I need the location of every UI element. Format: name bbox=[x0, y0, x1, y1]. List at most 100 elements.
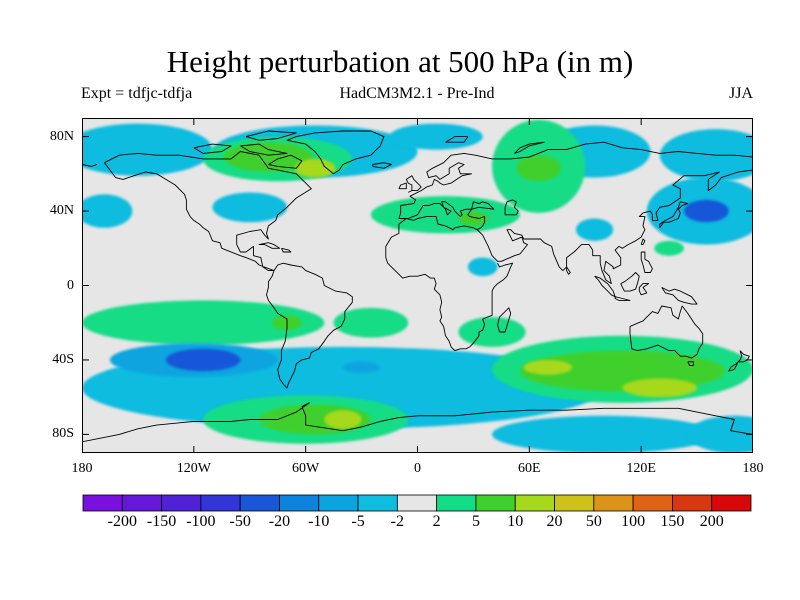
colorbar-label-7: -2 bbox=[390, 513, 404, 530]
contour-region-11 bbox=[684, 199, 729, 223]
coastline-1 bbox=[266, 262, 353, 389]
map-title: Height perturbation at 500 hPa (in m) bbox=[166, 44, 634, 79]
lon-label-2: 60W bbox=[292, 461, 320, 476]
colorbar-label-10: 10 bbox=[507, 513, 524, 530]
colorbar-label-0: -200 bbox=[107, 513, 137, 530]
lon-label-3: 0 bbox=[414, 461, 421, 476]
colorbar-label-5: -10 bbox=[308, 513, 330, 530]
contour-map bbox=[82, 118, 753, 453]
contour-field bbox=[82, 119, 753, 453]
lon-label-4: 60E bbox=[518, 461, 541, 476]
coastline-5 bbox=[385, 169, 753, 352]
colorbar-box-4 bbox=[239, 494, 280, 512]
coastline-16 bbox=[594, 275, 616, 298]
colorbar-box-6 bbox=[318, 494, 359, 512]
colorbar-box-12 bbox=[554, 494, 595, 512]
contour-region-12 bbox=[82, 194, 133, 228]
coastline-31 bbox=[566, 266, 571, 275]
coastline-27 bbox=[245, 130, 297, 141]
contour-region-25 bbox=[342, 361, 381, 373]
contour-region-4 bbox=[294, 158, 336, 178]
coastline-2 bbox=[286, 130, 385, 175]
coastline-9 bbox=[405, 175, 422, 193]
lat-label-0: 80N bbox=[49, 128, 74, 144]
experiment-label: Expt = tdfjc-tdfja bbox=[81, 85, 193, 102]
lat-label-1: 40N bbox=[49, 203, 74, 219]
coastline-22 bbox=[640, 238, 646, 246]
contour-region-33 bbox=[523, 359, 573, 375]
coastline-28 bbox=[268, 154, 303, 169]
colorbar-label-1: -150 bbox=[146, 513, 177, 530]
coastline-18 bbox=[620, 272, 640, 292]
contour-region-26 bbox=[165, 348, 241, 372]
coastline-20 bbox=[661, 286, 698, 305]
lat-label-4: 80S bbox=[52, 426, 74, 442]
colorbar-box-9 bbox=[436, 494, 477, 512]
coastline-17 bbox=[614, 296, 631, 301]
coastline-21 bbox=[640, 251, 653, 273]
colorbar-box-2 bbox=[161, 494, 202, 512]
coastline-8 bbox=[497, 307, 512, 333]
colorbar-box-7 bbox=[357, 494, 398, 512]
lat-label-3: 40S bbox=[52, 351, 74, 367]
colorbar-label-15: 200 bbox=[699, 513, 724, 530]
coastline-29 bbox=[445, 136, 469, 143]
coastline-14 bbox=[687, 361, 694, 366]
lat-label-2: 0 bbox=[67, 277, 74, 293]
contour-region-22 bbox=[458, 317, 526, 347]
colorbar-box-1 bbox=[121, 494, 162, 512]
coastline-24 bbox=[280, 247, 292, 253]
colorbar-box-3 bbox=[200, 494, 241, 512]
coastline-4 bbox=[82, 164, 98, 167]
colorbar-box-10 bbox=[475, 494, 516, 512]
colorbar-box-16 bbox=[711, 494, 752, 512]
colorbar-label-4: -20 bbox=[268, 513, 291, 530]
contour-region-18 bbox=[654, 240, 685, 256]
colorbar-label-8: 2 bbox=[432, 513, 441, 530]
coastline-30 bbox=[514, 141, 545, 154]
colorbar-label-9: 5 bbox=[471, 513, 480, 530]
lon-label-5: 120E bbox=[626, 461, 656, 476]
coastline-19 bbox=[638, 283, 650, 296]
colorbar-box-5 bbox=[279, 494, 320, 512]
contour-region-15 bbox=[458, 211, 489, 226]
coastlines bbox=[82, 130, 753, 443]
lon-label-1: 120W bbox=[176, 461, 211, 476]
season-label: JJA bbox=[728, 85, 753, 102]
colorbar-label-11: 20 bbox=[546, 513, 563, 530]
colorbar-label-3: -50 bbox=[229, 513, 251, 530]
coastline-25 bbox=[240, 143, 288, 156]
colorbar-box-14 bbox=[632, 494, 673, 512]
coastline-6 bbox=[398, 201, 495, 231]
contour-region-16 bbox=[575, 218, 614, 241]
axis-ticks bbox=[82, 118, 753, 453]
colorbar-box-15 bbox=[672, 494, 713, 512]
contour-region-32 bbox=[622, 378, 698, 398]
contour-region-7 bbox=[659, 129, 753, 182]
contour-region-20 bbox=[333, 307, 409, 338]
contour-region-9 bbox=[516, 155, 562, 182]
coastline-32 bbox=[82, 402, 753, 443]
colorbar-label-12: 50 bbox=[585, 513, 602, 530]
colorbar-box-11 bbox=[514, 494, 555, 512]
contour-region-17 bbox=[467, 257, 498, 277]
contour-region-34 bbox=[492, 415, 716, 453]
colorbar-box-0 bbox=[82, 494, 123, 512]
colorbar-label-13: 100 bbox=[621, 513, 646, 530]
coastline-11 bbox=[372, 162, 392, 169]
coastline-23 bbox=[258, 242, 281, 249]
colorbar-label-14: 150 bbox=[660, 513, 685, 530]
model-label: HadCM3M2.1 - Pre-Ind bbox=[339, 85, 495, 102]
contour-region-19 bbox=[82, 300, 325, 346]
contour-region-29 bbox=[324, 410, 362, 429]
colorbar-label-6: -5 bbox=[351, 513, 365, 530]
coastline-3 bbox=[398, 141, 753, 219]
colorbar-label-2: -100 bbox=[186, 513, 216, 530]
coastline-26 bbox=[193, 143, 232, 154]
contour-region-5 bbox=[389, 123, 483, 150]
lon-label-0: 180 bbox=[71, 461, 93, 476]
contour-region-0 bbox=[82, 123, 213, 176]
coastline-7 bbox=[504, 199, 519, 216]
coastline-13 bbox=[629, 305, 704, 359]
contour-region-13 bbox=[212, 192, 288, 223]
